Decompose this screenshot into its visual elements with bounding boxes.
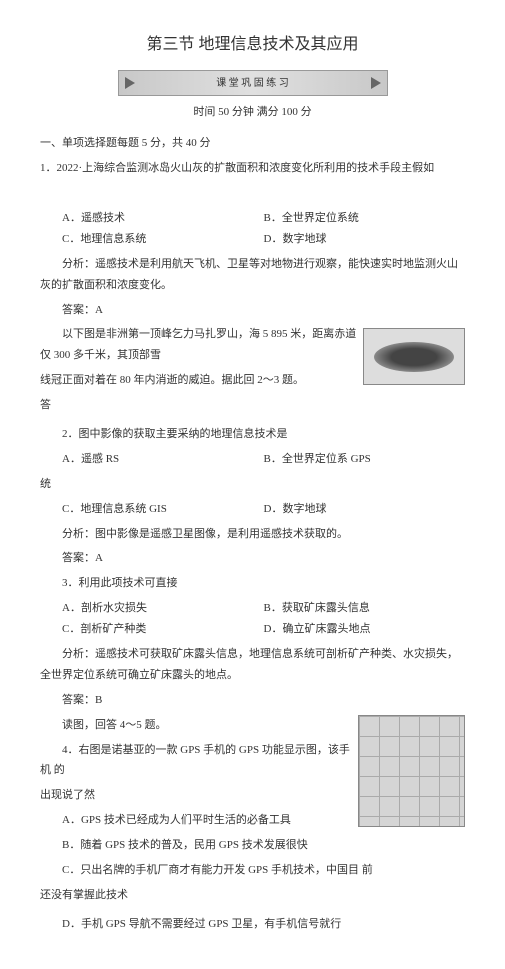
q1-opt-a: A．遥感技术 bbox=[62, 208, 264, 229]
mountain-image bbox=[363, 328, 465, 385]
q1-stem: 1．2022·上海综合监测冰岛火山灰的扩散面积和浓度变化所利用的技术手段主假如 bbox=[40, 158, 465, 179]
q1-opt-c: C．地理信息系统 bbox=[62, 229, 264, 250]
q3-opt-a: A．剖析水灾损失 bbox=[62, 598, 264, 619]
q2-answer: 答案：A bbox=[40, 548, 465, 569]
q2-opt-a: A．遥感 RS bbox=[62, 449, 264, 470]
q2-opt-d: D．数字地球 bbox=[264, 499, 466, 520]
banner-text: 课 堂 巩 固 练 习 bbox=[216, 74, 289, 93]
q3-opt-b: B．获取矿床露头信息 bbox=[264, 598, 466, 619]
q3-analysis: 分析：遥感技术可获取矿床露头信息，地理信息系统可剖析矿产种类、水灾损失，全世界定… bbox=[40, 644, 465, 686]
q1-opt-b: B．全世界定位系统 bbox=[264, 208, 466, 229]
q4-opt-d: D．手机 GPS 导航不需要经过 GPS 卫星，有手机信号就行 bbox=[40, 914, 465, 935]
q4-opt-c2: 还没有掌握此技术 bbox=[40, 885, 465, 906]
arrow-left-icon bbox=[125, 77, 135, 89]
q2-opt-c: C．地理信息系统 GIS bbox=[62, 499, 264, 520]
p2-line3: 答 bbox=[40, 395, 465, 416]
arrow-right-icon bbox=[371, 77, 381, 89]
q4-opt-b: B．随着 GPS 技术的普及，民用 GPS 技术发展很快 bbox=[40, 835, 465, 856]
q3-opt-c: C．剖析矿产种类 bbox=[62, 619, 264, 640]
page-title: 第三节 地理信息技术及其应用 bbox=[40, 30, 465, 60]
q3-stem: 3．利用此项技术可直接 bbox=[40, 573, 465, 594]
map-image bbox=[358, 715, 465, 827]
q2-opt-b: B．全世界定位系 GPS bbox=[264, 449, 466, 470]
q2-analysis: 分析：图中影像是遥感卫星图像，是利用遥感技术获取的。 bbox=[40, 524, 465, 545]
q3-answer: 答案：B bbox=[40, 690, 465, 711]
subtitle: 时间 50 分钟 满分 100 分 bbox=[40, 102, 465, 123]
q1-opt-d: D．数字地球 bbox=[264, 229, 466, 250]
q2-opt-b2: 统 bbox=[40, 474, 465, 495]
q3-opt-d: D．确立矿床露头地点 bbox=[264, 619, 466, 640]
banner: 课 堂 巩 固 练 习 bbox=[118, 70, 388, 96]
q4-opt-c: C．只出名牌的手机厂商才有能力开发 GPS 手机技术，中国目 前 bbox=[40, 860, 465, 881]
q1-analysis: 分析：遥感技术是利用航天飞机、卫星等对地物进行观察，能快速实时地监测火山灰的扩散… bbox=[40, 254, 465, 296]
q1-answer: 答案：A bbox=[40, 300, 465, 321]
q2-stem: 2．图中影像的获取主要采纳的地理信息技术是 bbox=[40, 424, 465, 445]
section-title: 一、单项选择题每题 5 分，共 40 分 bbox=[40, 133, 465, 154]
